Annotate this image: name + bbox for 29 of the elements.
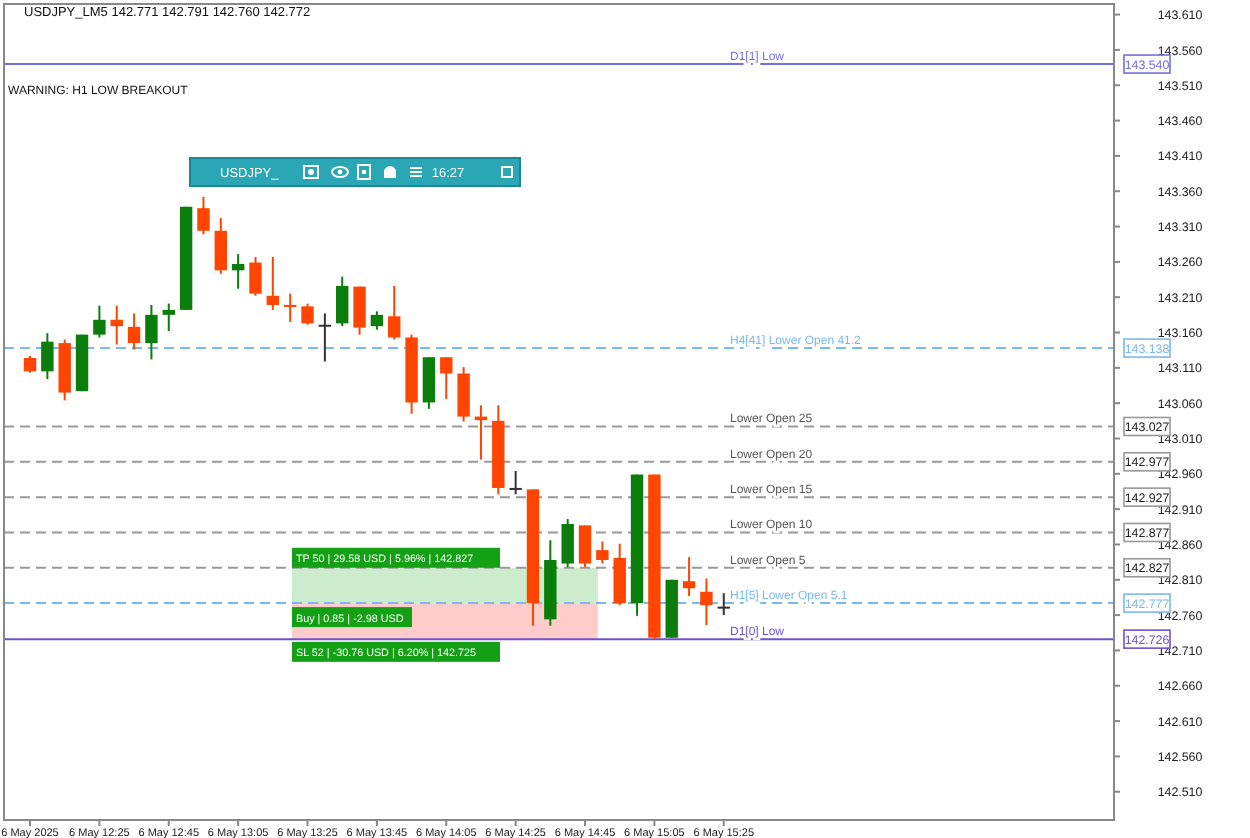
candlestick bbox=[578, 524, 592, 569]
candlestick bbox=[231, 253, 245, 290]
candlestick bbox=[301, 302, 314, 326]
candlestick bbox=[457, 366, 470, 423]
candlestick bbox=[440, 356, 453, 400]
candlestick bbox=[596, 540, 609, 565]
candlestick bbox=[197, 195, 210, 236]
candlestick bbox=[249, 255, 262, 297]
candlestick bbox=[700, 577, 713, 627]
candlestick bbox=[682, 556, 696, 598]
candlestick bbox=[509, 469, 522, 496]
candlestick bbox=[266, 255, 280, 311]
candlestick bbox=[283, 292, 297, 323]
candlestick bbox=[561, 518, 574, 569]
candlestick bbox=[145, 303, 158, 361]
candlestick bbox=[214, 217, 227, 275]
candlestick bbox=[41, 332, 54, 381]
candlestick bbox=[162, 302, 175, 333]
candlestick bbox=[353, 285, 366, 336]
candlestick bbox=[388, 284, 401, 341]
candlestick bbox=[613, 542, 626, 607]
candlestick bbox=[422, 356, 436, 410]
candlestick bbox=[717, 592, 730, 617]
candlestick bbox=[318, 312, 332, 363]
candlestick bbox=[110, 304, 123, 346]
candlestick bbox=[127, 312, 141, 351]
candlestick bbox=[93, 304, 106, 339]
candlestick bbox=[370, 310, 384, 331]
candlestick bbox=[336, 275, 349, 328]
